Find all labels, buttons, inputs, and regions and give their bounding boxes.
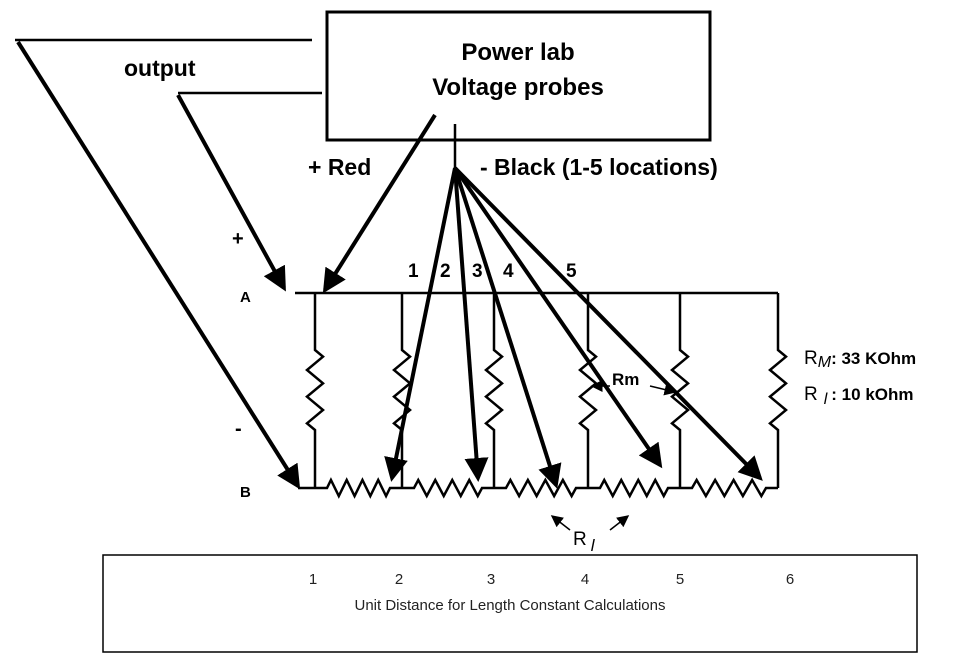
plus-label: + [232,228,244,250]
circuit [298,293,788,499]
box-subtitle: Voltage probes [432,74,604,101]
axial-resistor [402,477,494,499]
membrane-resistor [305,293,325,488]
distance-tick: 1 [309,571,317,588]
value: : 10 kOhm [831,385,913,404]
legend-rm: RM: 33 KOhm [804,348,916,371]
distance-ticks: 1 2 3 4 5 6 [309,571,794,588]
ri-arrow [550,515,571,531]
red-probe [322,113,437,294]
membrane-resistor [392,293,412,488]
power-lab-box [325,10,712,142]
symbol: R [573,529,587,550]
black-probe [453,167,489,482]
ri-arrow [609,515,630,531]
minus-label: - [235,418,242,440]
rm-label: Rm [612,370,639,389]
black-label: - Black (1-5 locations) [480,154,718,180]
axial-resistor [315,477,402,499]
distance-tick: 2 [395,571,403,588]
rm-arrow [649,383,677,396]
red-label: + Red [308,154,371,180]
membrane-resistor [484,293,504,488]
sub: M [818,354,832,371]
box-title: Power lab [461,39,574,66]
probe-label: 1 [408,261,419,282]
sub: l [591,536,596,555]
axial-resistor [680,477,778,499]
a-label: A [240,289,251,306]
probe-label: 3 [472,261,483,282]
black-probe [384,167,457,482]
distance-label: Unit Distance for Length Constant Calcul… [354,597,665,614]
distance-box [102,554,918,653]
output-arrow [16,40,301,490]
distance-tick: 4 [581,571,589,588]
distance-tick: 3 [487,571,495,588]
symbol: R [804,384,818,405]
black-probe [453,166,763,481]
probe-label: 4 [503,261,514,282]
output-label: output [124,55,196,81]
b-label: B [240,484,251,501]
sub: l [824,391,828,408]
membrane-resistor [578,293,598,488]
distance-tick: 5 [676,571,684,588]
black-probe [453,167,562,489]
black-probe [453,166,663,469]
axial-resistor [588,477,680,499]
axial-resistor [494,477,588,499]
value: : 33 KOhm [831,349,916,368]
symbol: R [804,348,818,369]
membrane-resistor [768,293,788,488]
membrane-resistor [670,293,690,488]
black-probes [384,166,763,489]
probe-label: 2 [440,261,451,282]
distance-tick: 6 [786,571,794,588]
output-arrow [176,94,286,292]
probe-label: 5 [566,261,577,282]
